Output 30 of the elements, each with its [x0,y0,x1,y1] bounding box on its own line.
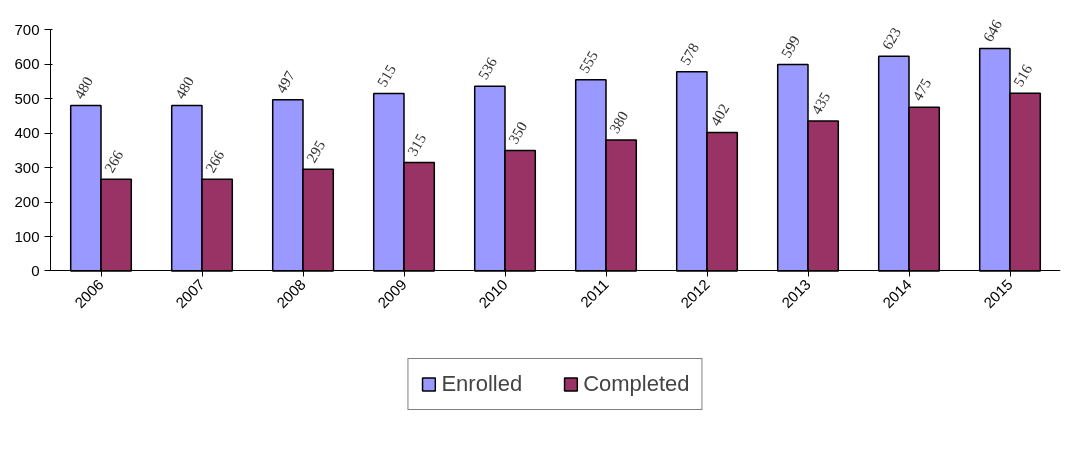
y-tick-label: 300 [14,158,40,176]
data-label: 266 [202,147,228,176]
y-tick-label: 200 [14,193,40,211]
data-label: 578 [676,40,703,68]
data-label: 380 [606,108,632,137]
data-label: 350 [505,118,531,147]
data-label: 480 [70,74,97,102]
data-label: 599 [777,33,804,61]
data-label: 623 [878,24,905,53]
y-tick-label: 700 [14,20,40,38]
y-tick-label: 0 [31,261,40,279]
data-label: 646 [979,16,1006,45]
data-label: 266 [101,147,127,176]
data-label: 402 [707,100,733,129]
data-label: 497 [272,67,299,96]
data-label: 295 [303,137,329,166]
data-label: 315 [404,130,430,159]
data-label: 536 [474,54,501,83]
legend-label: Completed [583,371,690,397]
y-tick-label: 600 [14,55,40,73]
y-tick-label: 500 [14,89,40,107]
data-label: 475 [909,75,935,104]
legend-label: Enrolled [441,371,523,397]
data-label: 435 [808,89,834,118]
data-label: 480 [171,74,198,102]
y-tick-label: 100 [14,227,40,245]
data-label: 516 [1010,61,1036,90]
y-tick-label: 400 [14,124,40,142]
data-label: 555 [575,48,602,76]
data-label: 515 [373,62,400,90]
